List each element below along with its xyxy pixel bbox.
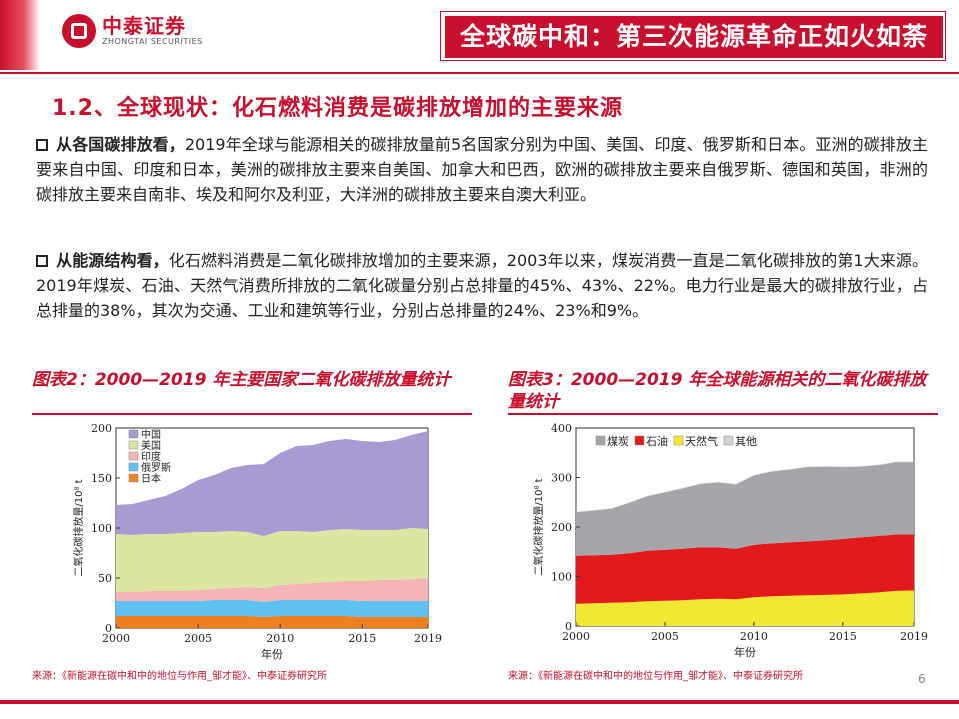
logo-text-cn: 中泰证券 — [102, 14, 186, 38]
page-number: 6 — [918, 672, 926, 686]
legend-label-3: 其他 — [735, 435, 757, 448]
paragraph-text: 2019年全球与能源相关的碳排放量前5名国家分别为中国、美国、印度、俄罗斯和日本… — [36, 135, 928, 204]
header-divider — [0, 72, 959, 74]
y-tick-label-3: 150 — [91, 472, 112, 485]
y-tick-label-4: 200 — [91, 422, 112, 435]
area-series-2 — [576, 462, 914, 556]
figure-2-underline — [32, 413, 472, 415]
legend-label-4: 中国 — [141, 428, 161, 441]
y-tick-label-0: 0 — [105, 622, 112, 635]
legend-swatch-3 — [128, 440, 139, 450]
area-series-1 — [576, 534, 914, 604]
y-tick-label-3: 300 — [551, 472, 572, 485]
area-series-3 — [116, 528, 428, 592]
area-series-0 — [576, 590, 914, 626]
y-tick-label-4: 400 — [551, 422, 572, 435]
paragraph-country-emissions: 从各国碳排放看，2019年全球与能源相关的碳排放量前5名国家分别为中国、美国、印… — [36, 132, 928, 207]
y-tick-label-2: 200 — [551, 521, 572, 534]
x-tick-label-3: 2015 — [829, 630, 857, 643]
figure-3-underline — [508, 413, 938, 415]
area-series-2 — [116, 578, 428, 602]
legend-label-2: 煤炭 — [607, 435, 629, 448]
x-tick-label-0: 2000 — [562, 630, 590, 643]
legend-swatch-2 — [128, 451, 139, 461]
logo-icon — [62, 14, 96, 48]
x-axis-label: 年份 — [261, 647, 283, 661]
figure-2-source: 来源：《新能源在碳中和中的地位与作用_邹才能》、中泰证券研究所 — [32, 671, 327, 682]
section-title: 1.2、全球现状：化石燃料消费是碳排放增加的主要来源 — [52, 96, 623, 121]
paragraph-text: 化石燃料消费是二氧化碳排放增加的主要来源，2003年以来，煤炭消费一直是二氧化碳… — [36, 251, 928, 320]
legend-label-3: 美国 — [141, 439, 161, 452]
area-series-1 — [116, 600, 428, 617]
figure-2-title: 图表2：2000—2019 年主要国家二氧化碳排放量统计 — [32, 370, 451, 390]
legend-label-1: 石油 — [646, 434, 668, 448]
legend-swatch-1 — [634, 435, 645, 446]
legend-label-0: 日本 — [141, 472, 161, 485]
y-tick-label-0: 0 — [565, 620, 572, 633]
legend-swatch-3 — [723, 435, 734, 446]
area-series-0 — [116, 616, 428, 628]
paragraph-lead: 从各国碳排放看， — [56, 135, 185, 154]
title-box-outline — [440, 11, 946, 61]
chart-country-emissions: 2000 2005 2010 2015 2019 0 50 100 150 200 年份 二氧化碳排放… — [72, 422, 442, 661]
figure-3-source: 来源：《新能源在碳中和中的地位与作用_邹才能》、中泰证券研究所 — [508, 671, 803, 682]
square-bullet-icon — [36, 255, 48, 267]
logo-text: 中泰证券 ZHONGTAI SECURITIES — [102, 15, 203, 47]
legend-swatch-1 — [128, 462, 139, 472]
square-bullet-icon — [36, 139, 48, 151]
x-tick-label-4: 2019 — [900, 630, 928, 643]
legend-swatch-0 — [673, 435, 684, 446]
x-tick-label-0: 2000 — [102, 632, 130, 645]
y-tick-label-1: 100 — [551, 571, 572, 584]
y-tick-label-1: 50 — [98, 572, 112, 585]
y-axis-label: 二氧化碳排放量/10⁸ t — [72, 479, 85, 576]
x-tick-label-2: 2010 — [266, 632, 294, 645]
legend-swatch-2 — [595, 435, 606, 446]
legend-label-1: 俄罗斯 — [141, 461, 171, 474]
footer-divider — [0, 700, 959, 704]
x-tick-label-2: 2010 — [740, 630, 768, 643]
legend-label-0: 天然气 — [685, 434, 718, 448]
area-series-4 — [116, 431, 428, 536]
x-tick-label-3: 2015 — [348, 632, 376, 645]
legend-label-2: 印度 — [141, 450, 161, 463]
chart-energy-emissions: 2000 2005 2010 2015 2019 0 100 200 300 400 年份 二氧化碳排… — [532, 422, 928, 659]
x-tick-label-4: 2019 — [414, 632, 442, 645]
header-accent-strip — [0, 0, 40, 70]
figure-3-title: 图表3：2000—2019 年全球能源相关的二氧化碳排放量统计 — [508, 370, 927, 412]
legend-swatch-4 — [128, 429, 139, 439]
paragraph-lead: 从能源结构看， — [56, 251, 169, 270]
legend-swatch-0 — [128, 473, 139, 483]
slide-title: 全球碳中和：第三次能源革命正如火如荼 — [445, 16, 943, 58]
x-tick-label-1: 2005 — [184, 632, 212, 645]
company-logo: 中泰证券 ZHONGTAI SECURITIES — [62, 14, 203, 48]
logo-text-en: ZHONGTAI SECURITIES — [102, 37, 203, 46]
paragraph-energy-structure: 从能源结构看，化石燃料消费是二氧化碳排放增加的主要来源，2003年以来，煤炭消费… — [36, 248, 928, 323]
y-tick-label-2: 100 — [91, 522, 112, 535]
x-axis-label: 年份 — [734, 645, 756, 659]
y-axis-label: 二氧化碳排放量/10⁸ t — [532, 478, 545, 575]
x-tick-label-1: 2005 — [651, 630, 679, 643]
